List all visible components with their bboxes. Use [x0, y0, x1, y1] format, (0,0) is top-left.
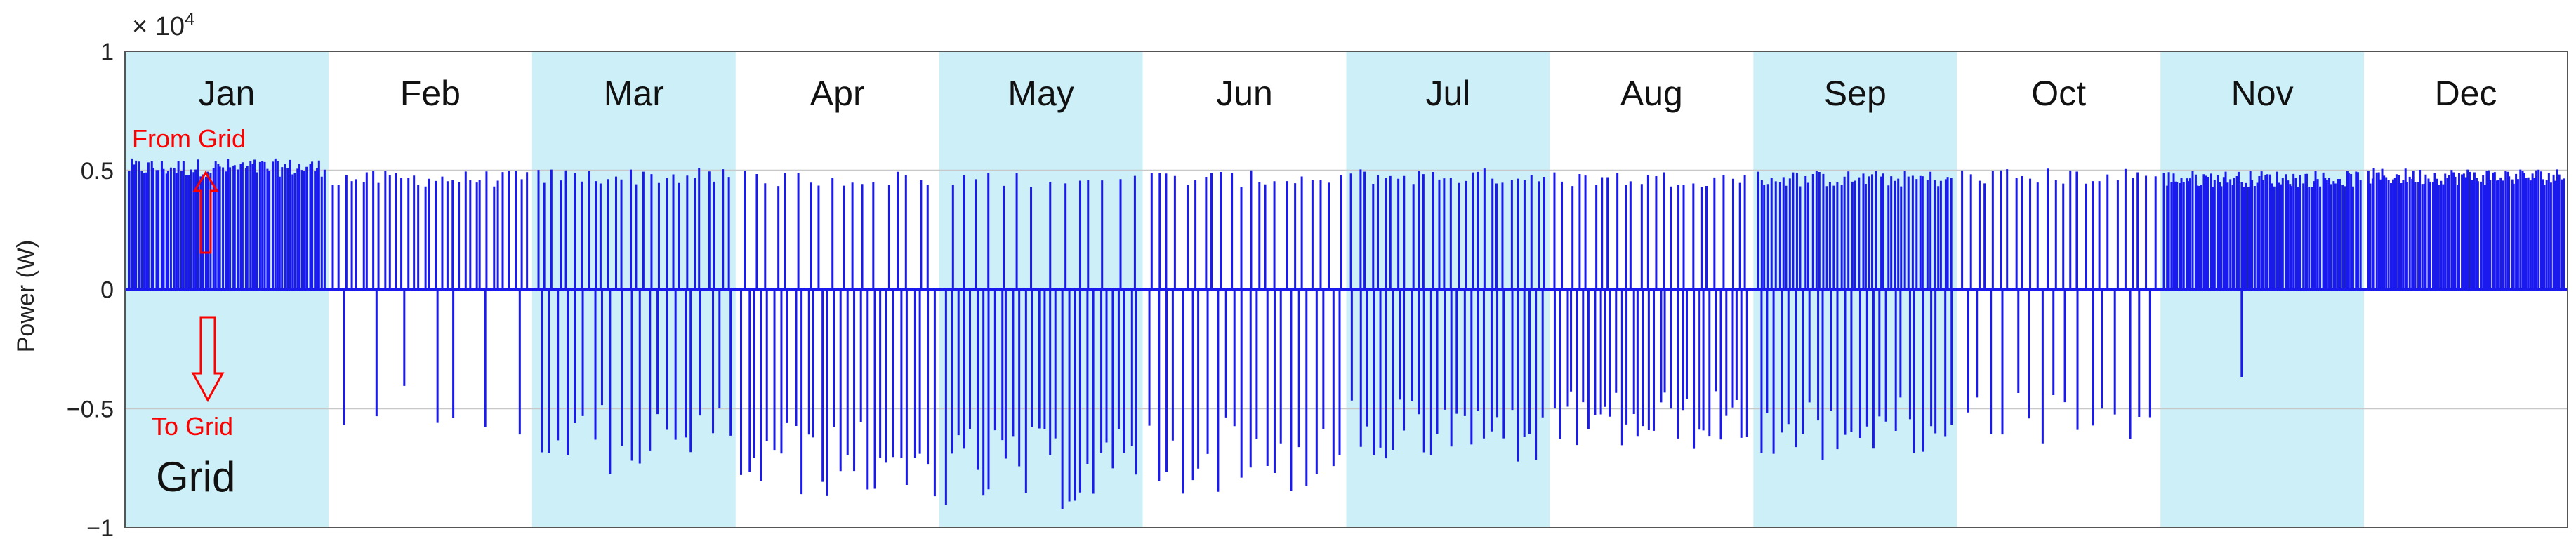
plot-frame [124, 51, 2568, 528]
to-grid-label: To Grid [152, 412, 233, 441]
axes: Power (W) × 104 −1 −0.5 0 0.5 1 [13, 8, 2568, 542]
power-series [125, 158, 2568, 509]
month-labels: Jan Feb Mar Apr May Jun Jul Aug Sep Oct Nov Dec [199, 74, 2497, 113]
panel-label: Grid [156, 453, 235, 500]
y-tick-label: 0 [100, 277, 114, 304]
month-label-jan: Jan [199, 74, 256, 113]
month-label-may: May [1008, 74, 1074, 113]
month-label-sep: Sep [1824, 74, 1887, 113]
month-label-oct: Oct [2031, 74, 2086, 113]
y-tick-label: −0.5 [67, 396, 114, 422]
month-label-feb: Feb [400, 74, 461, 113]
month-label-jun: Jun [1216, 74, 1273, 113]
y-tick-label: 1 [100, 39, 114, 65]
y-tick-label: −1 [86, 515, 114, 542]
y-axis-multiplier: × 104 [132, 8, 195, 41]
month-label-mar: Mar [604, 74, 664, 113]
y-multiplier-base: × 10 [132, 12, 185, 41]
month-label-aug: Aug [1620, 74, 1683, 113]
y-multiplier-exponent: 4 [185, 8, 194, 29]
annotations: From Grid To Grid Grid [132, 124, 246, 500]
y-axis-label: Power (W) [13, 240, 39, 353]
from-grid-arrow [192, 171, 219, 254]
month-label-apr: Apr [810, 74, 865, 113]
to-grid-arrow [191, 316, 225, 403]
month-label-jul: Jul [1425, 74, 1470, 113]
y-tick-label: 0.5 [81, 158, 114, 185]
month-label-nov: Nov [2231, 74, 2294, 113]
from-grid-label: From Grid [132, 124, 246, 153]
month-label-dec: Dec [2435, 74, 2497, 113]
